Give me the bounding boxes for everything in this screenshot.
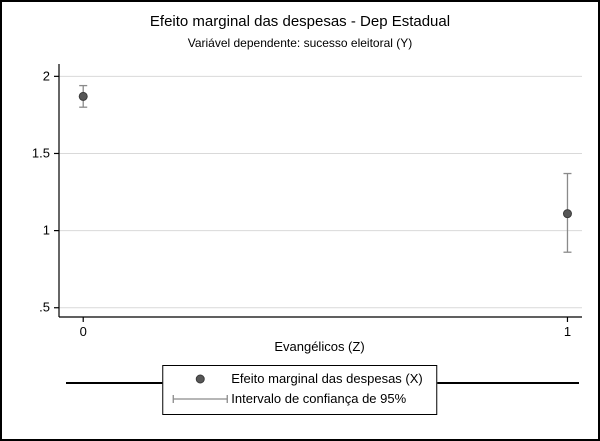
legend: Efeito marginal das despesas (X) Interva… [162, 365, 438, 415]
legend-item-label: Intervalo de confiança de 95% [231, 391, 407, 406]
legend-item-marginal-effect: Efeito marginal das despesas (X) [169, 369, 423, 389]
x-tick-label: 0 [80, 324, 87, 339]
data-point [78, 91, 88, 101]
dot-marker-icon [169, 372, 231, 386]
x-tick-label: 1 [564, 324, 571, 339]
legend-item-confidence-interval: Intervalo de confiança de 95% [169, 389, 422, 409]
y-tick-label: 1.5 [32, 145, 50, 160]
y-tick-label: 2 [43, 68, 50, 83]
x-axis-label: Evangélicos (Z) [274, 339, 365, 354]
chart-title: Efeito marginal das despesas - Dep Estad… [149, 13, 451, 30]
chart-subtitle: Variável dependente: sucesso eleitoral (… [187, 36, 413, 50]
legend-item-label: Efeito marginal das despesas (X) [231, 371, 423, 386]
data-point [562, 209, 572, 219]
error-bar-marker-icon [169, 392, 231, 406]
y-tick-label: 1 [43, 223, 50, 238]
y-tick-label: .5 [39, 300, 50, 315]
